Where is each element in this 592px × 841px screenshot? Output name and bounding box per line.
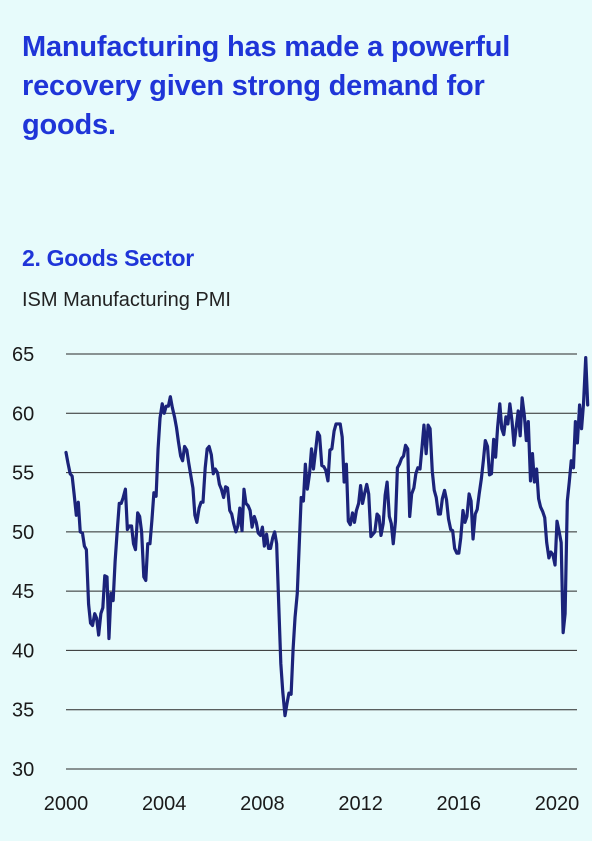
y-axis-ticks: 30 35 40 45 50 55 60 65 bbox=[12, 344, 34, 781]
x-axis-ticks: 2000 2004 2008 2012 2016 2020 bbox=[44, 793, 580, 815]
x-tick-label: 2004 bbox=[142, 793, 187, 815]
headline: Manufacturing has made a powerful recove… bbox=[22, 31, 511, 141]
y-tick-label: 35 bbox=[12, 700, 34, 722]
y-tick-label: 55 bbox=[12, 463, 34, 485]
y-tick-label: 60 bbox=[12, 403, 34, 425]
series-lines bbox=[64, 355, 590, 718]
gridlines bbox=[66, 353, 577, 770]
y-tick-label: 30 bbox=[12, 759, 34, 781]
y-tick-label: 40 bbox=[12, 640, 34, 662]
chart-subtitle: ISM Manufacturing PMI bbox=[22, 289, 231, 311]
x-tick-label: 2008 bbox=[240, 793, 285, 815]
chart-title: 2. Goods Sector bbox=[22, 245, 194, 271]
x-tick-label: 2016 bbox=[437, 793, 482, 815]
x-tick-label: 2000 bbox=[44, 793, 89, 815]
x-tick-label: 2020 bbox=[535, 793, 580, 815]
y-tick-label: 45 bbox=[12, 581, 34, 603]
y-tick-label: 50 bbox=[12, 522, 34, 544]
y-tick-label: 65 bbox=[12, 344, 34, 366]
x-tick-label: 2012 bbox=[338, 793, 383, 815]
series-line-0 bbox=[64, 355, 590, 718]
